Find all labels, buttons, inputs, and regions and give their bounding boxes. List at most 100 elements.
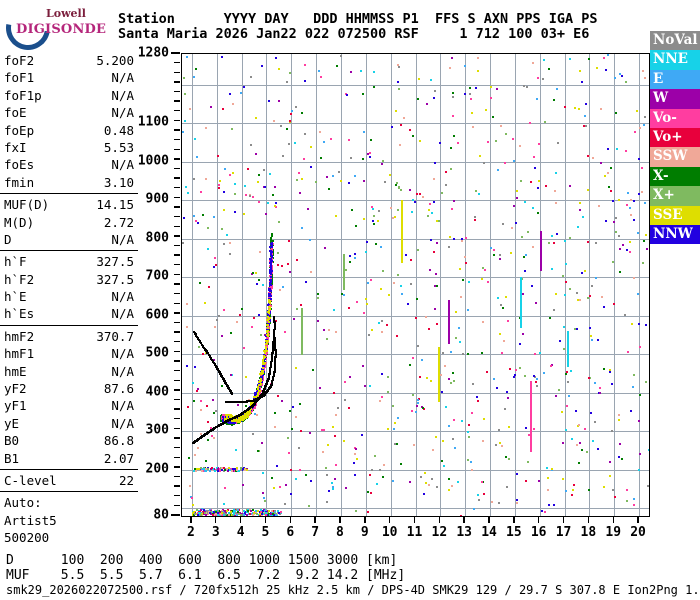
echo-pixel — [244, 185, 246, 187]
echo-pixel — [530, 181, 532, 183]
echo-pixel — [351, 209, 353, 211]
vertical-gridline — [242, 54, 243, 516]
echo-pixel — [234, 510, 236, 512]
echo-pixel — [326, 338, 328, 340]
echo-pixel — [238, 470, 240, 472]
y-axis-tick — [174, 119, 180, 122]
echo-pixel — [506, 391, 508, 393]
echo-pixel — [546, 467, 548, 469]
echo-pixel — [238, 509, 240, 511]
echo-pixel — [226, 234, 228, 236]
echo-pixel — [374, 455, 376, 457]
echo-pixel — [222, 509, 224, 511]
y-axis-tick — [174, 254, 180, 256]
echo-pixel — [578, 462, 580, 464]
echo-pixel — [444, 365, 446, 367]
echo-pixel — [540, 266, 542, 269]
echo-pixel — [582, 216, 584, 218]
echo-pixel — [343, 440, 345, 442]
param-key: yF2 — [4, 381, 27, 397]
echo-pixel — [618, 199, 620, 201]
echo-pixel — [328, 490, 330, 492]
echo-pixel — [401, 200, 403, 203]
echo-pixel — [594, 421, 596, 423]
echo-pixel — [513, 376, 515, 378]
echo-pixel — [434, 162, 436, 164]
echo-pixel — [223, 514, 225, 516]
echo-pixel — [441, 391, 443, 393]
y-axis-tick — [174, 312, 180, 314]
echo-pixel — [401, 248, 403, 251]
echo-pixel — [277, 395, 279, 397]
echo-pixel — [224, 469, 226, 471]
echo-pixel — [246, 469, 248, 471]
echo-pixel — [605, 220, 607, 222]
echo-pixel — [326, 474, 328, 476]
echo-pixel — [315, 181, 317, 183]
echo-pixel — [379, 400, 381, 402]
param-key: B1 — [4, 450, 20, 466]
echo-pixel — [194, 366, 196, 368]
echo-pixel — [414, 201, 416, 203]
echo-pixel — [198, 512, 200, 514]
echo-pixel — [603, 486, 605, 488]
echo-pixel — [412, 394, 414, 396]
echo-pixel — [256, 414, 258, 416]
echo-pixel — [368, 334, 370, 336]
echo-pixel — [438, 391, 440, 394]
echo-pixel — [212, 399, 214, 401]
echo-pixel — [438, 368, 440, 371]
echo-pixel — [520, 310, 522, 313]
horizontal-gridline — [182, 85, 649, 86]
echo-pixel — [490, 86, 492, 88]
echo-pixel — [644, 202, 646, 204]
x-axis-tick — [239, 517, 242, 523]
echo-pixel — [267, 330, 270, 333]
echo-pixel — [224, 168, 226, 170]
echo-pixel — [276, 513, 278, 515]
echo-pixel — [288, 452, 290, 454]
echo-pixel — [597, 339, 599, 341]
x-axis-label: 3 — [211, 525, 220, 540]
echo-pixel — [221, 385, 223, 387]
echo-pixel — [553, 309, 555, 311]
echo-pixel — [289, 410, 291, 412]
param-value: 327.5 — [96, 271, 134, 287]
echo-pixel — [645, 324, 647, 326]
echo-pixel — [448, 304, 450, 307]
echo-pixel — [410, 259, 412, 261]
echo-pixel — [229, 93, 231, 95]
echo-pixel — [271, 235, 274, 238]
echo-pixel — [576, 444, 578, 446]
echo-pixel — [641, 191, 643, 193]
ionogram-plot[interactable] — [181, 53, 650, 517]
echo-pixel — [269, 173, 271, 175]
param-key: foE — [4, 105, 27, 121]
echo-pixel — [211, 467, 213, 469]
echo-pixel — [228, 467, 230, 469]
echo-pixel — [398, 186, 400, 188]
vertical-gridline — [192, 54, 193, 516]
echo-pixel — [544, 511, 546, 513]
echo-pixel — [553, 99, 555, 101]
echo-pixel — [417, 399, 419, 401]
echo-pixel — [613, 303, 615, 305]
echo-pixel — [391, 126, 393, 128]
echo-pixel — [279, 513, 281, 515]
echo-pixel — [317, 320, 319, 322]
echo-pixel — [373, 223, 375, 225]
echo-pixel — [317, 297, 319, 299]
echo-pixel — [262, 492, 264, 494]
echo-pixel — [592, 440, 594, 442]
echo-pixel — [632, 386, 634, 388]
x-axis-label: 8 — [336, 525, 344, 540]
echo-pixel — [224, 510, 226, 512]
vertical-gridline — [565, 54, 566, 516]
echo-pixel — [448, 339, 450, 342]
echo-pixel — [532, 246, 534, 248]
echo-pixel — [462, 279, 464, 281]
echo-pixel — [474, 219, 476, 221]
echo-pixel — [243, 213, 245, 215]
echo-pixel — [567, 333, 569, 336]
echo-pixel — [643, 124, 645, 126]
